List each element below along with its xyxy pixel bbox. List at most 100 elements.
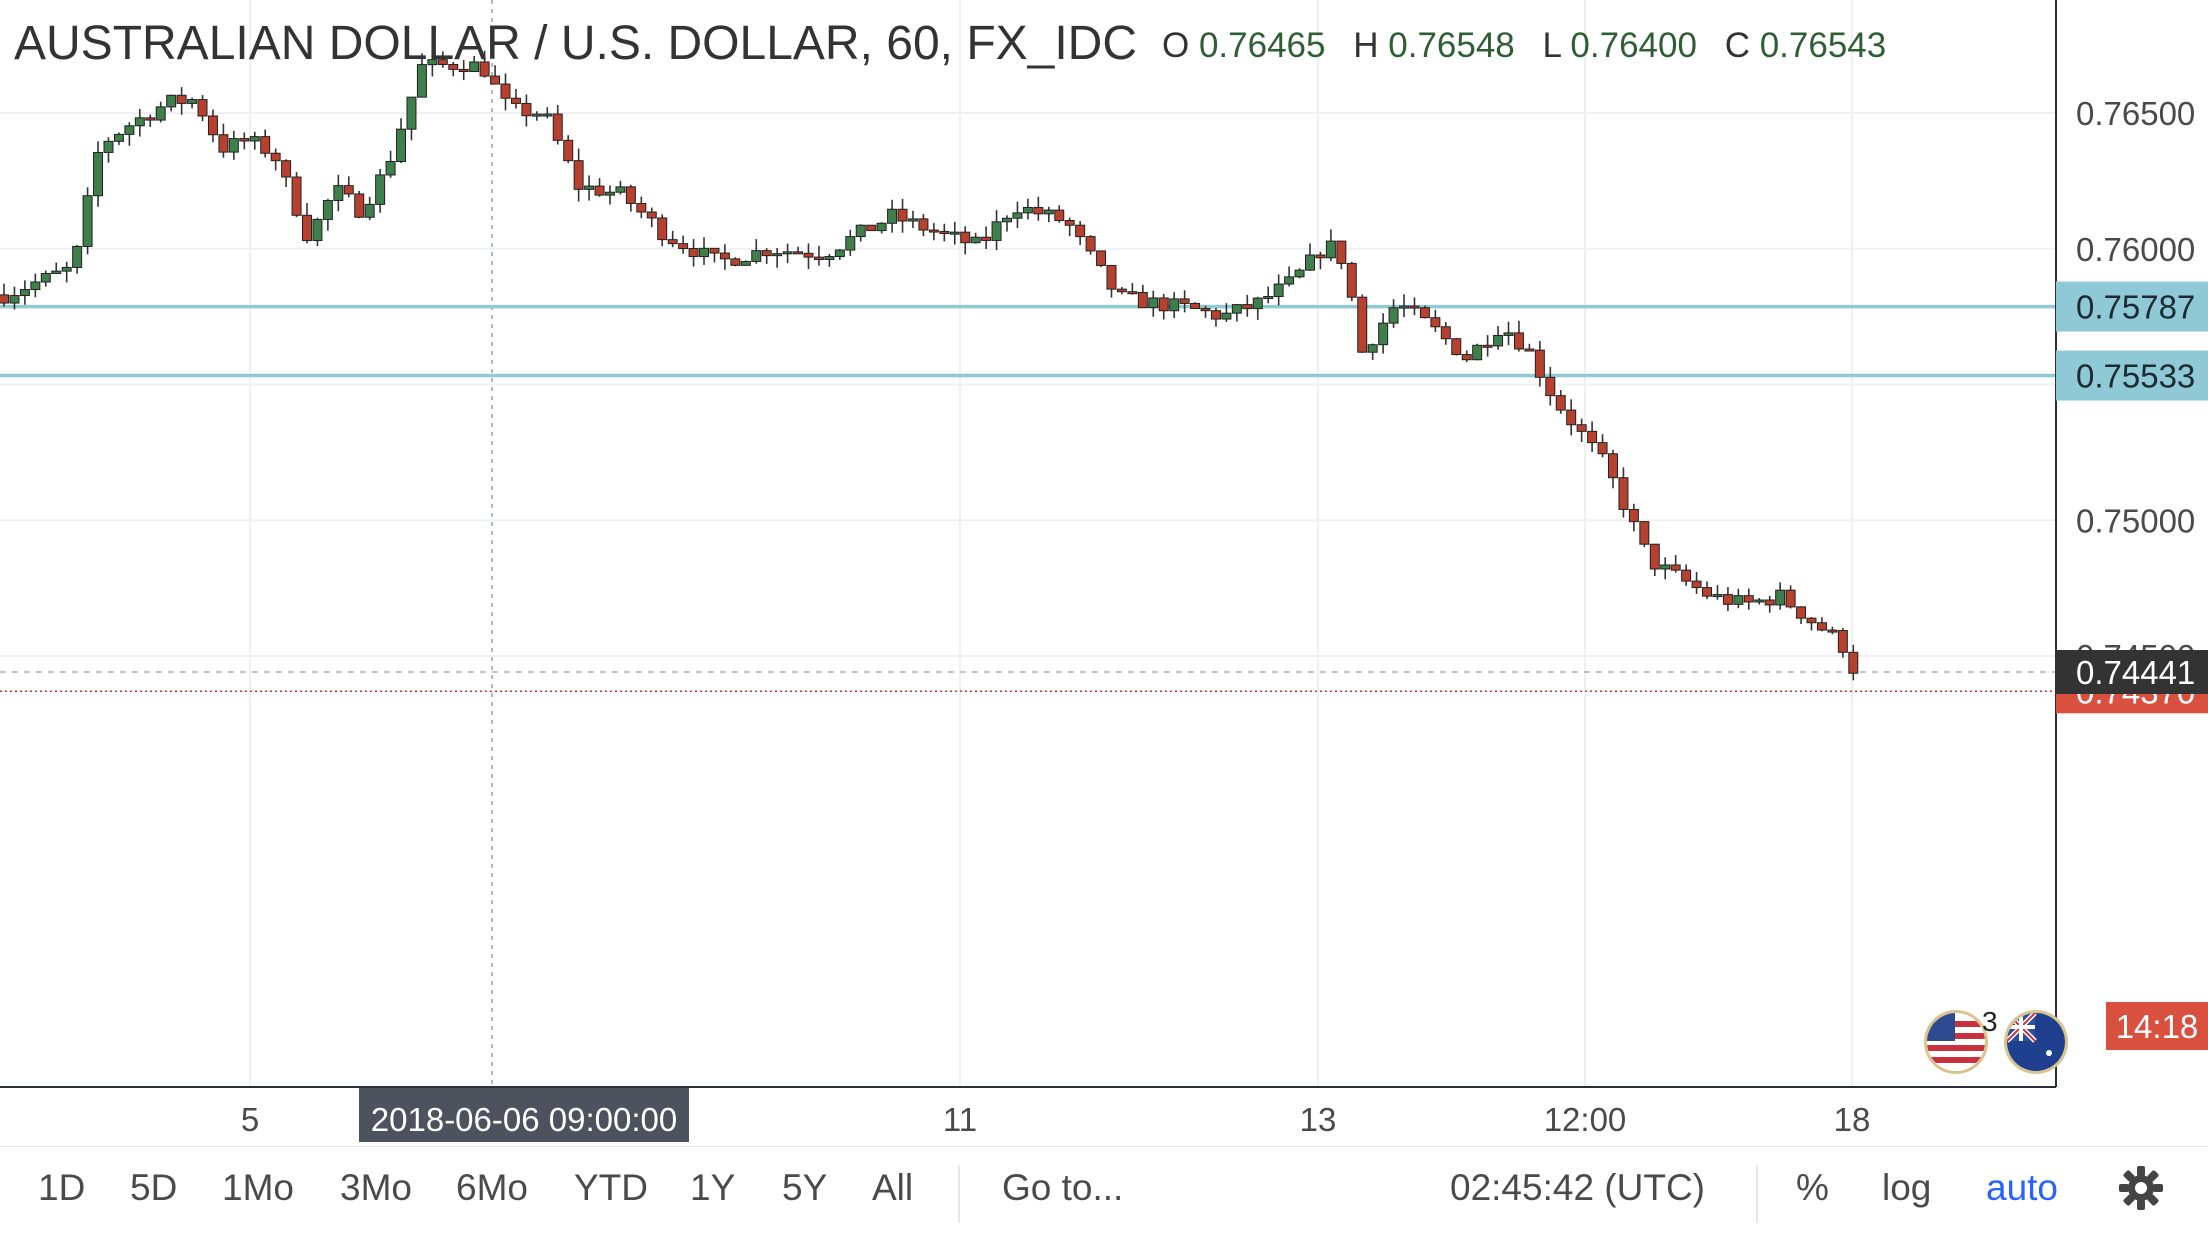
goto-button[interactable]: Go to... xyxy=(1002,1167,1124,1208)
candle-body xyxy=(845,236,856,251)
candle-body xyxy=(1096,250,1107,266)
candle-body xyxy=(510,97,521,104)
candle-body xyxy=(1231,304,1242,314)
candle-body xyxy=(281,160,292,178)
candle-body xyxy=(1064,220,1075,226)
range-5y-button[interactable]: 5Y xyxy=(782,1167,828,1208)
gear-icon[interactable] xyxy=(2118,1165,2164,1211)
candle-body xyxy=(876,222,887,232)
candle-body xyxy=(458,68,469,73)
toolbar-divider xyxy=(958,1165,960,1223)
candle-body xyxy=(207,115,218,136)
bottom-toolbar: 1D 5D 1Mo 3Mo 6Mo YTD 1Y 5Y All Go to...… xyxy=(0,1146,2208,1243)
candle-body xyxy=(322,200,333,220)
us-flag-event-icon[interactable] xyxy=(1924,1010,1988,1074)
candle-body xyxy=(1848,651,1859,674)
candle-body xyxy=(93,151,104,197)
candle-body xyxy=(1388,307,1399,324)
candle-body xyxy=(479,61,490,77)
candle-body xyxy=(1315,254,1326,259)
candle-body xyxy=(1534,349,1545,378)
candle-body xyxy=(1263,296,1274,300)
candle-body xyxy=(343,185,354,195)
candle-body xyxy=(1649,543,1660,570)
candle-body xyxy=(1628,508,1639,523)
range-1d-button[interactable]: 1D xyxy=(38,1167,86,1208)
candle-body xyxy=(1210,310,1221,320)
range-ytd-button[interactable]: YTD xyxy=(574,1167,648,1208)
price-tick-label: 0.75000 xyxy=(2076,502,2195,539)
candle-body xyxy=(761,250,772,257)
candle-body xyxy=(1137,292,1148,309)
range-5d-button[interactable]: 5D xyxy=(130,1167,178,1208)
candle-body xyxy=(740,260,751,266)
candle-body xyxy=(1618,477,1629,510)
candle-body xyxy=(1524,348,1535,352)
candle-body xyxy=(1116,288,1127,293)
candle-body xyxy=(803,252,814,258)
range-1mo-button[interactable]: 1Mo xyxy=(222,1167,294,1208)
candle-body xyxy=(406,96,417,130)
candle-body xyxy=(291,176,302,216)
candle-body xyxy=(1304,254,1315,271)
candle-body xyxy=(270,152,281,162)
candle-body xyxy=(51,270,62,274)
candle-body xyxy=(730,258,741,266)
candle-body xyxy=(1691,580,1702,589)
price-chart[interactable]: 0.765000.760000.750000.745005111312:0018… xyxy=(0,0,2208,1146)
candle-body xyxy=(1775,589,1786,606)
auto-scale-button[interactable]: auto xyxy=(1986,1167,2059,1208)
high-value: 0.76548 xyxy=(1388,26,1515,65)
candle-body xyxy=(646,211,657,219)
log-scale-button[interactable]: log xyxy=(1882,1167,1932,1208)
candle-body xyxy=(667,239,678,245)
candle-body xyxy=(228,138,239,153)
crosshair-date-tag xyxy=(359,1088,689,1142)
candle-body xyxy=(260,136,271,154)
candle-body xyxy=(1378,322,1389,346)
candle-body xyxy=(594,185,605,196)
au-flag-event-icon[interactable] xyxy=(2004,1010,2068,1074)
candle-body xyxy=(981,236,992,241)
candle-body xyxy=(657,217,668,241)
candle-body xyxy=(1430,317,1441,328)
candle-body xyxy=(1566,409,1577,426)
candle-body xyxy=(134,117,145,127)
low-label: L xyxy=(1542,26,1561,65)
candle-body xyxy=(1816,622,1827,631)
range-1y-button[interactable]: 1Y xyxy=(690,1167,736,1208)
crosshair-date-label: 2018-06-06 09:00:00 xyxy=(371,1101,677,1138)
range-6mo-button[interactable]: 6Mo xyxy=(456,1167,528,1208)
event-count-badge: 3 xyxy=(1982,1006,1998,1037)
candle-body xyxy=(1158,297,1169,312)
candle-body xyxy=(1545,376,1556,397)
candle-body xyxy=(907,218,918,222)
candle-body xyxy=(542,113,553,117)
time-tick-label: 18 xyxy=(1834,1101,1871,1138)
candle-body xyxy=(1221,312,1232,320)
ohlc-legend: O 0.76465 H 0.76548 L 0.76400 C 0.76543 xyxy=(1162,26,1904,66)
candle-body xyxy=(887,208,898,224)
candle-body xyxy=(866,224,877,232)
candle-body xyxy=(1325,240,1336,259)
range-all-button[interactable]: All xyxy=(872,1167,914,1208)
candle-body xyxy=(187,99,198,104)
reference-price-label: 0.74441 xyxy=(2076,654,2195,691)
candle-body xyxy=(113,133,124,142)
candle-body xyxy=(521,102,532,117)
candle-body xyxy=(1503,332,1514,336)
candle-body xyxy=(19,289,30,297)
candle-body xyxy=(1419,307,1430,319)
range-3mo-button[interactable]: 3Mo xyxy=(340,1167,412,1208)
candle-body xyxy=(1284,276,1295,285)
candle-body xyxy=(1022,206,1033,214)
candle-body xyxy=(1033,206,1044,215)
candle-body xyxy=(1482,344,1493,348)
candle-body xyxy=(0,294,9,304)
percent-scale-button[interactable]: % xyxy=(1796,1167,1829,1208)
candle-body xyxy=(176,94,187,104)
candle-body xyxy=(949,231,960,235)
level-price-label: 0.75533 xyxy=(2076,358,2195,395)
candle-body xyxy=(939,230,950,234)
time-tick-label: 12:00 xyxy=(1544,1101,1627,1138)
